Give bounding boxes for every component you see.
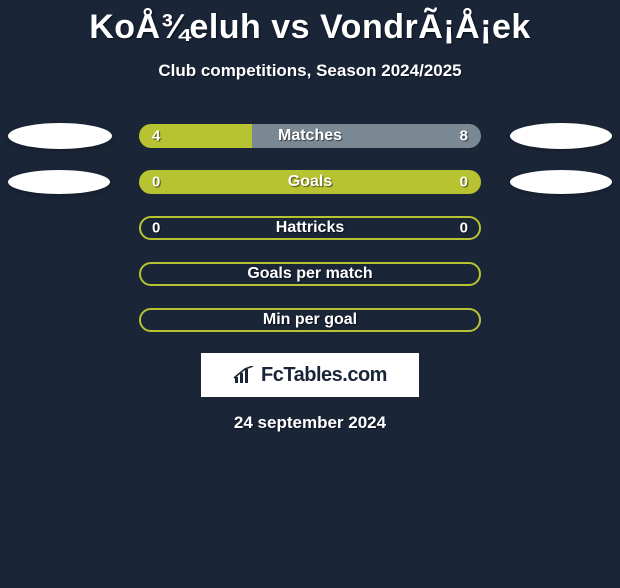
stat-label: Goals	[288, 173, 332, 191]
stat-value-right: 8	[460, 128, 468, 145]
stat-row: Goals 0 0	[0, 159, 620, 205]
fctables-logo[interactable]: FcTables.com	[201, 353, 419, 397]
stat-row: Matches 4 8	[0, 113, 620, 159]
player-ellipse-left	[8, 123, 112, 149]
stat-label: Goals per match	[247, 265, 372, 283]
stat-label: Hattricks	[276, 219, 344, 237]
stat-row: Hattricks 0 0	[0, 205, 620, 251]
stat-value-left: 4	[152, 128, 160, 145]
chart-icon	[233, 366, 255, 384]
stat-value-right: 0	[460, 220, 468, 237]
stat-row: Min per goal	[0, 297, 620, 343]
bar-fill-left	[139, 170, 310, 194]
subtitle: Club competitions, Season 2024/2025	[0, 61, 620, 81]
player-ellipse-left	[8, 170, 110, 194]
stat-row: Goals per match	[0, 251, 620, 297]
logo-text: FcTables.com	[261, 364, 387, 387]
stat-label: Min per goal	[263, 311, 357, 329]
stats-container: Matches 4 8 Goals 0 0 Hattricks 0 0 Goals per mat…	[0, 113, 620, 343]
page-title: KoÅ¾eluh vs VondrÃ¡Å¡ek	[0, 8, 620, 47]
bar-fill-right	[310, 170, 481, 194]
date-text: 24 september 2024	[0, 413, 620, 433]
stat-value-right: 0	[460, 174, 468, 191]
player-ellipse-right	[510, 123, 612, 149]
stat-value-left: 0	[152, 220, 160, 237]
player-ellipse-right	[510, 170, 612, 194]
stat-label: Matches	[278, 127, 342, 145]
stat-value-left: 0	[152, 174, 160, 191]
